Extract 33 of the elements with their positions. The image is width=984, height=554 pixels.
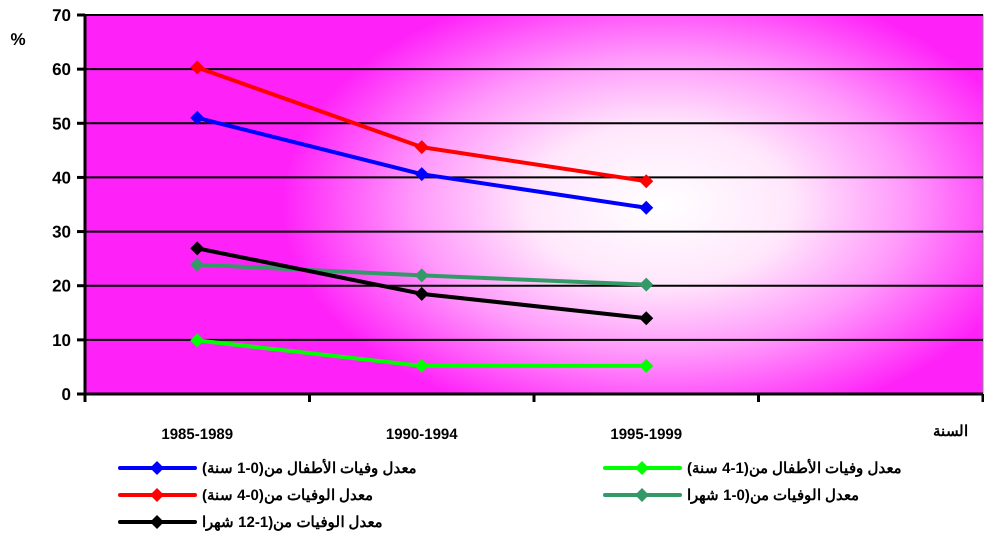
point: [414, 140, 429, 154]
point: [639, 278, 654, 292]
legend-label: معدل وفيات الأطفال من(1-4 سنة): [687, 458, 902, 477]
y-tick-label: 70: [52, 6, 71, 25]
y-tick-label: 20: [52, 276, 71, 296]
point: [190, 258, 204, 272]
point: [190, 110, 204, 125]
y-tick-label: 10: [52, 330, 71, 350]
y-axis-title: %: [10, 30, 26, 49]
point: [414, 167, 429, 182]
legend-label: معدل الوفيات من(1-12 شهرا: [202, 514, 383, 531]
point: [414, 358, 429, 373]
x-axis-title: السنة: [933, 423, 968, 440]
point: [639, 358, 654, 373]
point: [414, 268, 429, 282]
y-tick-label: 50: [52, 114, 71, 134]
legend-label: معدل وفيات الأطفال من(0-1 سنة): [202, 458, 416, 477]
y-tick-label: 30: [52, 222, 71, 242]
y-tick-label: 40: [52, 168, 71, 188]
legend-label: معدل الوفيات من(0-4 سنة): [202, 487, 374, 504]
point: [190, 333, 204, 348]
y-tick-label: 60: [52, 60, 71, 80]
point: [639, 311, 654, 326]
point: [639, 200, 654, 215]
point: [190, 241, 204, 256]
point: [639, 174, 654, 188]
y-tick-label: 0: [62, 385, 71, 404]
legend-label: معدل الوفيات من(0-1 شهرا: [687, 487, 860, 504]
x-tick-label: 1985-1989: [161, 426, 234, 443]
x-tick-label: 1990-1994: [386, 426, 458, 443]
x-tick-label: 1995-1999: [610, 426, 682, 443]
point: [190, 60, 204, 75]
point: [414, 286, 429, 301]
